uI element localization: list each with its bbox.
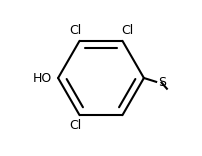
- Text: Cl: Cl: [69, 24, 81, 37]
- Text: HO: HO: [33, 71, 52, 85]
- Text: S: S: [158, 76, 166, 89]
- Text: Cl: Cl: [69, 119, 81, 132]
- Text: Cl: Cl: [121, 24, 133, 37]
